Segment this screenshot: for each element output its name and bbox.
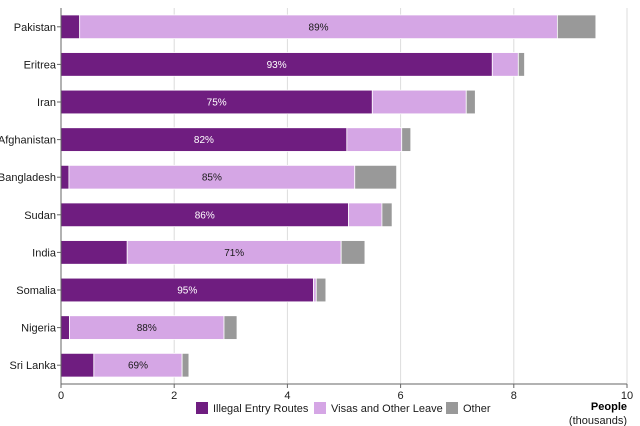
data-label-sudan: 86% [195, 210, 215, 221]
category-label-eritrea: Eritrea [24, 59, 57, 71]
bar-sudan-visas-and-other-leave [348, 202, 383, 228]
legend: Illegal Entry Routes Visas and Other Leav… [196, 402, 491, 415]
category-label-sudan: Sudan [24, 210, 56, 222]
x-axis-subtitle: (thousands) [569, 415, 627, 426]
legend-swatch-visas-and-other-leave [314, 402, 326, 414]
legend-label-illegal-entry-routes: Illegal Entry Routes [213, 403, 309, 415]
bar-iran-other [465, 89, 476, 115]
category-label-nigeria: Nigeria [21, 323, 57, 335]
data-labels: 89% 93% 75% 82% 85% 86% 71% 95% 88% 69% [128, 22, 329, 371]
bar-afghanistan-other [401, 127, 412, 152]
data-label-iran: 75% [207, 98, 227, 109]
data-label-bangladesh: 85% [202, 173, 222, 184]
x-tick-label-0: 0 [58, 390, 64, 402]
data-label-eritrea: 93% [267, 60, 287, 71]
data-label-somalia: 95% [177, 286, 197, 297]
x-axis-title: People [591, 401, 627, 413]
data-label-sri-lanka: 69% [128, 361, 148, 372]
category-labels: Pakistan Eritrea Iran Afghanistan Bangladesh… [0, 22, 57, 372]
bar-india-illegal-entry-routes [60, 240, 128, 265]
x-axis: 0 2 4 6 8 10 [57, 8, 633, 402]
x-tick-label-2: 2 [171, 390, 177, 402]
data-label-india: 71% [224, 248, 244, 259]
data-label-nigeria: 88% [137, 323, 157, 334]
x-tick-label-10: 10 [621, 390, 633, 402]
x-tick-label-6: 6 [398, 390, 404, 402]
bar-sri-lanka-illegal-entry-routes [60, 352, 95, 378]
bar-somalia-other [315, 277, 327, 303]
bar-somalia-visas-and-other-leave [313, 277, 317, 303]
data-label-pakistan: 89% [309, 22, 329, 33]
category-label-afghanistan: Afghanistan [0, 135, 56, 147]
category-label-bangladesh: Bangladesh [0, 172, 56, 184]
category-label-pakistan: Pakistan [14, 22, 56, 34]
x-tick-label-8: 8 [511, 390, 517, 402]
bar-iran-visas-and-other-leave [371, 89, 467, 115]
bar-nigeria-illegal-entry-routes [60, 315, 70, 340]
legend-label-other: Other [463, 403, 491, 415]
category-label-india: India [32, 247, 57, 259]
bar-eritrea-other [517, 52, 525, 77]
category-label-iran: Iran [37, 97, 56, 109]
bar-afghanistan-visas-and-other-leave [346, 127, 403, 152]
bar-bangladesh-illegal-entry-routes [60, 164, 70, 190]
legend-label-visas-and-other-leave: Visas and Other Leave [331, 403, 443, 415]
category-label-somalia: Somalia [16, 285, 57, 297]
data-label-afghanistan: 82% [194, 135, 214, 146]
bar-eritrea-visas-and-other-leave [491, 52, 519, 77]
bar-pakistan-illegal-entry-routes [60, 14, 81, 40]
bar-bangladesh-other [354, 164, 398, 190]
bar-sudan-other [381, 202, 393, 228]
bar-india-other [340, 240, 366, 265]
legend-swatch-illegal-entry-routes [196, 402, 208, 414]
bars [60, 14, 597, 378]
category-label-sri-lanka: Sri Lanka [10, 360, 57, 372]
bar-nigeria-other [223, 315, 238, 340]
x-tick-label-4: 4 [284, 390, 290, 402]
bar-pakistan-other [556, 14, 597, 40]
bar-sri-lanka-other [181, 352, 190, 378]
legend-swatch-other [446, 402, 458, 414]
